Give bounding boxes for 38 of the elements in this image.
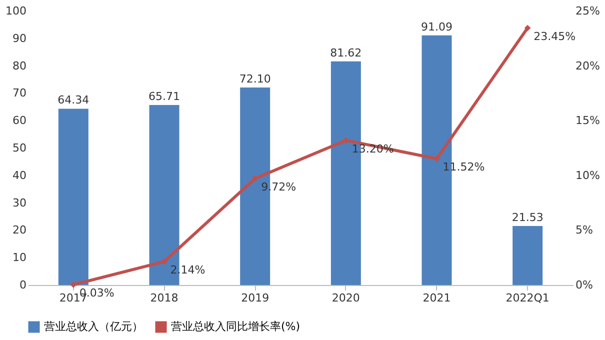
x-tick-label: 2022Q1 [506,292,550,304]
bar [512,226,543,285]
point [161,258,168,265]
y-tick-label: 10 [12,251,26,264]
y-tick-label: 30 [12,196,26,210]
y2-tick-label: 20% [576,59,600,72]
y-tick-label: 40 [12,168,26,182]
y-tick-label: 60 [12,114,26,128]
y2-tick-label: 10% [576,168,600,182]
x-tick-label: 2018 [150,292,178,304]
y-tick-label: 50 [12,142,26,154]
y2-tick-label: 25% [576,4,600,18]
point [70,282,77,288]
data-label: 23.45% [534,30,576,43]
y2-tick-label: 0% [576,278,593,292]
data-label: 21.53 [512,211,544,224]
data-label: 81.62 [330,46,362,60]
y-tick-label: 20 [12,224,26,237]
y2-tick-label: 5% [576,224,593,237]
y-tick-label: 0 [20,278,26,292]
bar [58,108,88,285]
legend-label: 营业总收入同比增长率(%) [171,320,300,333]
data-label: 72.10 [239,72,271,86]
x-tick-label: 2019 [241,292,270,304]
data-label: 64.34 [58,94,90,107]
y2-tick-label: 15% [576,114,600,128]
x-tick-label: 2020 [332,292,360,304]
point [342,137,350,144]
x-tick-label: 2021 [422,292,451,304]
point [524,24,531,32]
legend-label: 营业总收入（亿元） [44,320,143,333]
y-tick-label: 90 [12,32,26,45]
point [252,175,258,182]
data-label: 65.71 [148,90,180,103]
y-tick-label: 70 [12,86,26,100]
data-label: 91.09 [421,20,452,34]
y-tick-label: 100 [6,4,26,18]
y-tick-label: 80 [12,59,26,72]
